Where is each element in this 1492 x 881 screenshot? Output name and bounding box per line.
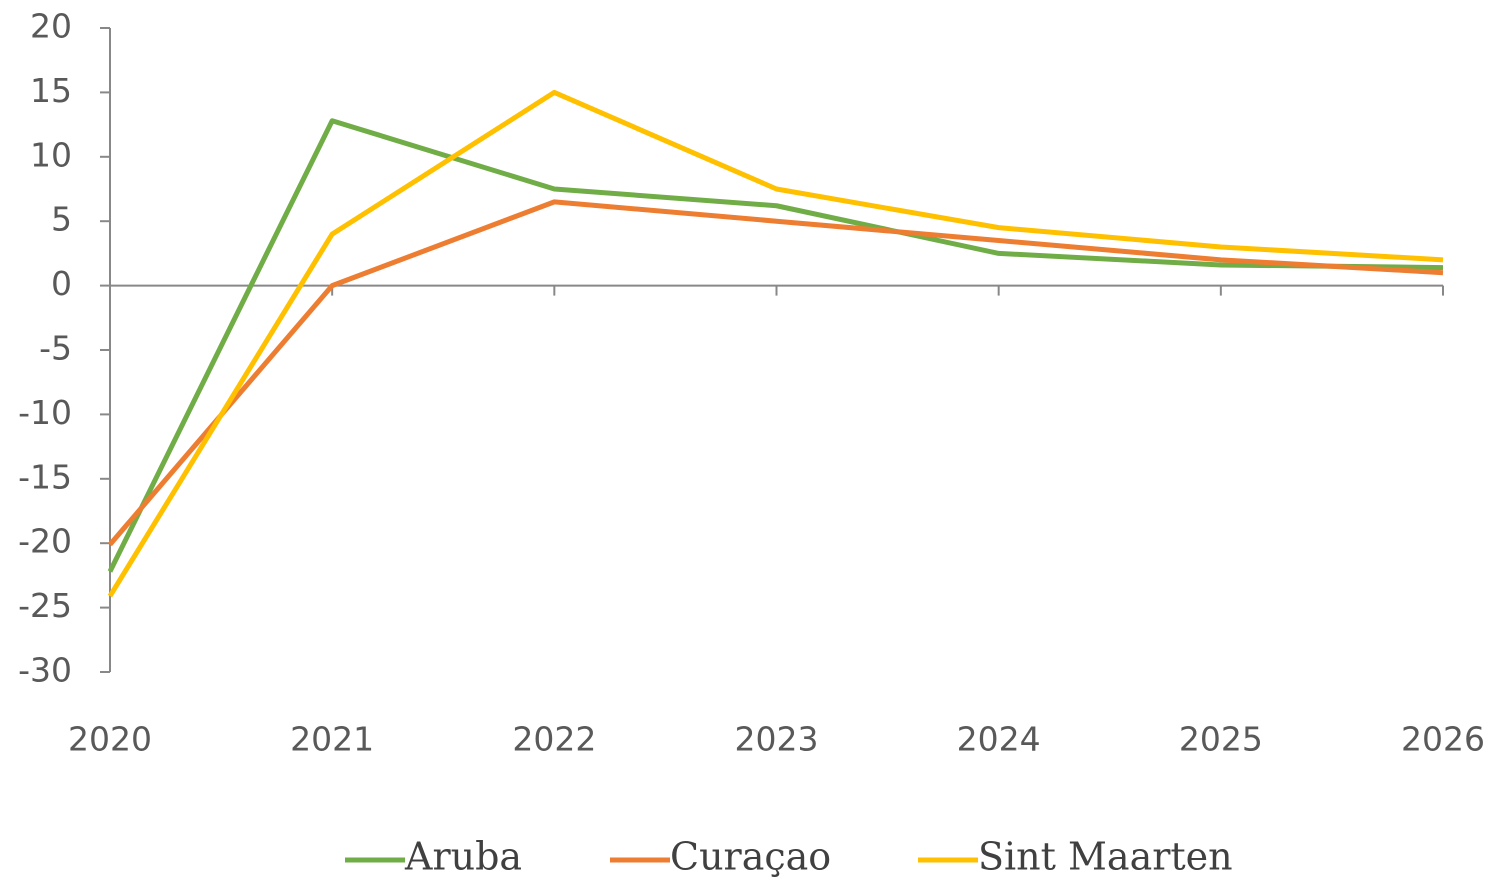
- y-tick-label: -25: [18, 586, 72, 625]
- y-tick-label: 5: [51, 200, 72, 239]
- y-tick-label: -15: [18, 457, 72, 496]
- y-tick-label: 0: [51, 264, 72, 303]
- y-tick-label: -5: [39, 329, 72, 368]
- line: [107, 89, 1444, 598]
- x-tick-label: 2025: [1179, 720, 1263, 759]
- x-tick-label: 2023: [735, 720, 819, 759]
- legend-label: Sint Maarten: [978, 835, 1233, 879]
- y-tick-label: 20: [30, 7, 72, 46]
- y-tick-label: 10: [30, 135, 72, 174]
- y-tick-label: -10: [18, 393, 72, 432]
- legend-label: Aruba: [404, 835, 522, 879]
- legend-label: Curaçao: [670, 835, 831, 879]
- x-tick-label: 2026: [1401, 720, 1485, 759]
- line: [108, 199, 1444, 547]
- x-tick-label: 2022: [512, 720, 596, 759]
- y-tick-label: -30: [18, 651, 72, 690]
- x-tick-label: 2021: [290, 720, 374, 759]
- x-tick-label: 2024: [957, 720, 1041, 759]
- line: [107, 118, 1444, 573]
- y-tick-label: 15: [30, 71, 72, 110]
- x-tick-label: 2020: [68, 720, 152, 759]
- y-tick-label: -20: [18, 522, 72, 561]
